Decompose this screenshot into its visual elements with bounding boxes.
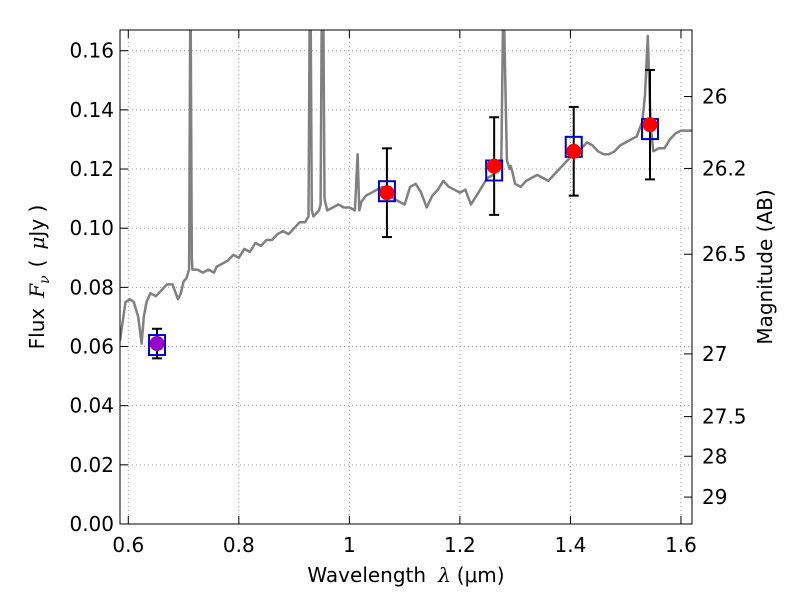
y-axis-title-text: Flux: [25, 308, 49, 350]
y-tick-label: 0.08: [69, 275, 114, 299]
mag-tick-label: 27.5: [702, 405, 747, 429]
y-tick-label: 0.00: [69, 512, 114, 536]
y-axis-math-sub: ν: [37, 275, 53, 284]
x-tick-label: 1.4: [555, 533, 587, 557]
right-axis-title: Magnitude (AB): [753, 189, 777, 344]
data-point: [486, 158, 502, 174]
y-axis-unit-mu: μ: [25, 237, 49, 250]
data-point: [566, 143, 582, 159]
x-tick-label: 1.2: [444, 533, 476, 557]
x-tick-label: 1.6: [665, 533, 697, 557]
axis-ticks: [120, 30, 692, 525]
model-spectrum-line: [120, 30, 692, 345]
mag-tick-label: 26: [702, 85, 727, 109]
y-tick-label: 0.10: [69, 216, 114, 240]
observed-points: [149, 117, 658, 352]
model-box: [377, 180, 396, 203]
model-spectrum: [120, 30, 692, 345]
data-point: [642, 117, 658, 133]
x-axis-unit: (μm): [457, 563, 505, 587]
y-tick-label: 0.12: [69, 157, 114, 181]
mag-tick-label: 27: [702, 342, 727, 366]
y-axis-title: Flux Fν ( μJy ): [25, 205, 53, 350]
x-tick-label: 0.6: [112, 533, 144, 557]
y-axis-unit-open: (: [25, 260, 49, 268]
grid: [120, 30, 692, 525]
x-tick-label: 0.8: [223, 533, 255, 557]
x-tick-label: 1: [343, 533, 356, 557]
model-box: [148, 334, 167, 357]
y-axis-math: F: [25, 283, 49, 299]
data-point: [379, 185, 395, 201]
error-bars: [152, 68, 655, 360]
model-photometry-boxes: [148, 118, 659, 357]
x-axis-math: λ: [437, 563, 451, 587]
y-tick-label: 0.14: [69, 98, 114, 122]
mag-tick-label: 26.2: [702, 156, 747, 180]
x-axis-title: Wavelength λ (μm): [307, 563, 504, 587]
y-axis-unit-rest: Jy ): [25, 205, 49, 239]
tick-labels: 0.6 0.8 1 1.2 1.4 1.6 0.00 0.02 0.04 0.06 0.08 0.10…: [69, 39, 746, 557]
y-tick-label: 0.06: [69, 335, 114, 359]
mag-tick-label: 29: [702, 485, 727, 509]
x-axis-title-text: Wavelength: [307, 563, 426, 587]
data-point: [149, 336, 165, 352]
mag-tick-label: 26.5: [702, 242, 747, 266]
plot-frame: [119, 29, 693, 525]
mag-tick-label: 28: [702, 444, 727, 468]
y-tick-label: 0.16: [69, 39, 114, 63]
y-tick-label: 0.02: [69, 453, 114, 477]
y-tick-label: 0.04: [69, 394, 114, 418]
